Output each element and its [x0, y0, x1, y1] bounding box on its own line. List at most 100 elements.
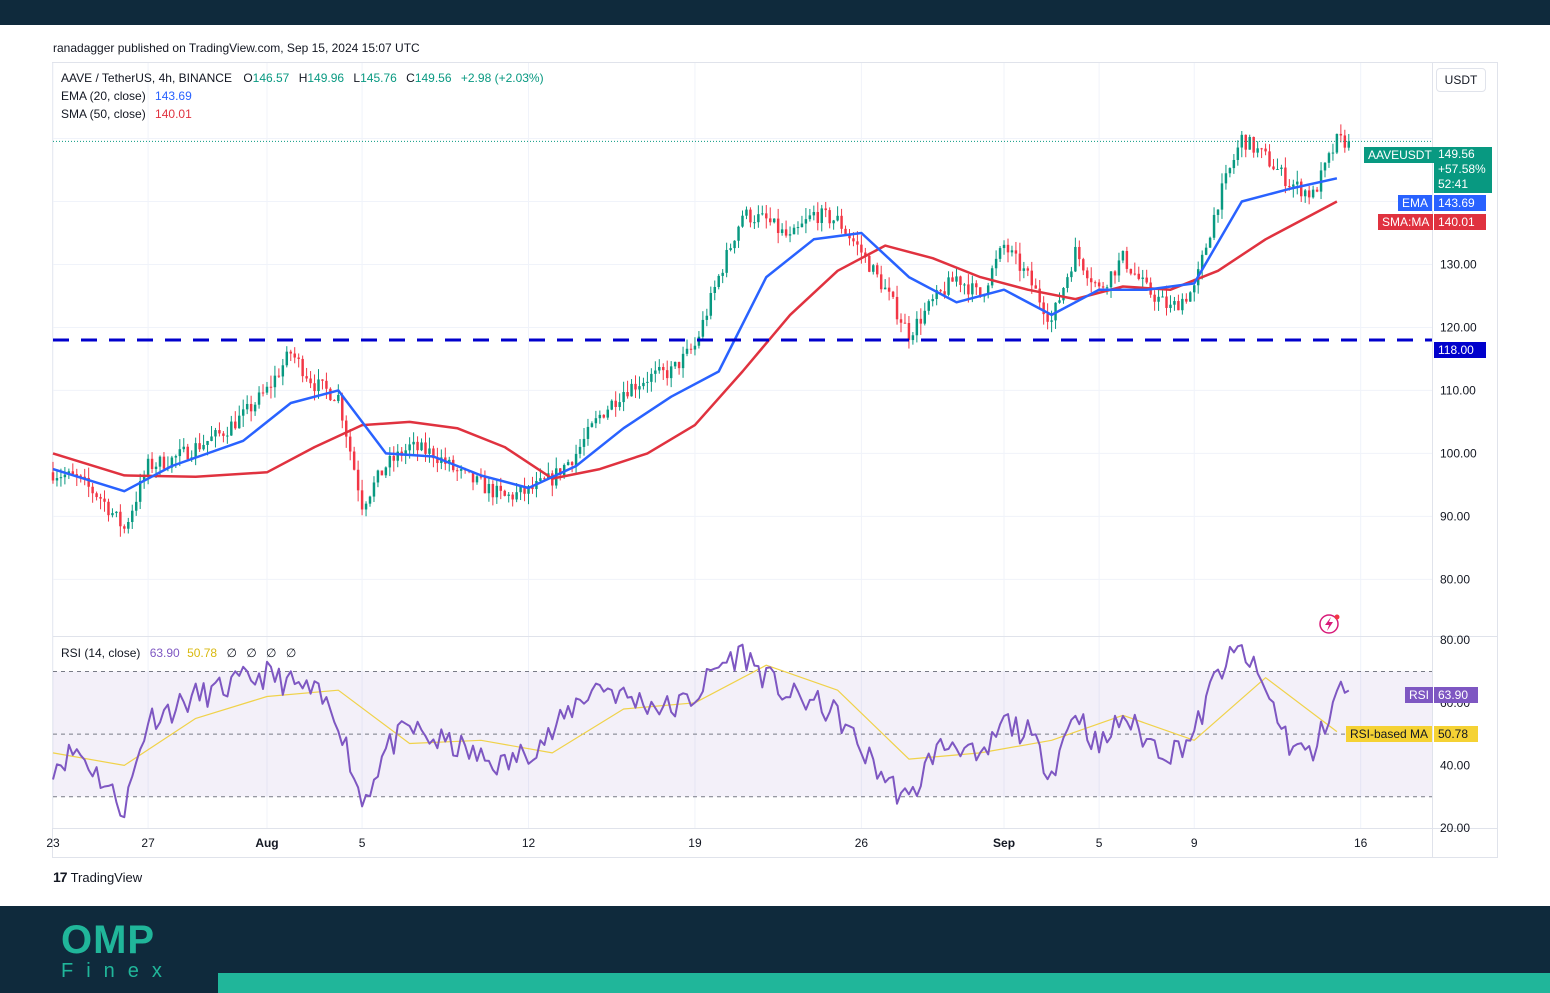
candle-body — [515, 492, 518, 500]
candle-body — [305, 376, 308, 379]
candle-body — [1105, 287, 1109, 289]
accent-bar — [218, 973, 1550, 993]
time-tick-label: 27 — [141, 836, 155, 850]
candle-body — [669, 366, 673, 379]
candle-body — [317, 379, 320, 392]
candle-body — [475, 476, 479, 483]
candle-body — [154, 466, 158, 470]
candle-body — [646, 381, 649, 383]
candle-body — [210, 436, 213, 441]
candle-body — [784, 229, 788, 236]
rsi-name-tag: RSI — [1405, 687, 1434, 703]
candle-body — [380, 470, 384, 476]
candle-body — [1042, 302, 1045, 315]
candle-body — [273, 375, 277, 388]
candle-body — [967, 284, 970, 295]
price-tick-label: 120.00 — [1440, 320, 1477, 334]
candle-body — [1022, 268, 1026, 271]
candle-body — [872, 265, 875, 272]
candle-body — [1315, 189, 1319, 192]
candle-body — [574, 453, 578, 466]
candle-body — [689, 348, 693, 350]
legend-sma-row[interactable]: SMA (50, close) 140.01 — [61, 107, 192, 121]
candle-body — [753, 222, 756, 224]
candle-body — [1046, 314, 1049, 322]
candle-body — [705, 315, 709, 320]
candle-body — [765, 213, 768, 219]
candle-body — [1117, 260, 1121, 276]
candle-body — [665, 370, 669, 379]
last-price-pct: +57.58% — [1438, 162, 1486, 176]
candle-body — [123, 526, 126, 529]
candle-body — [1062, 287, 1065, 301]
candle-body — [562, 465, 566, 476]
candle-body — [1097, 282, 1101, 287]
candle-body — [780, 229, 784, 234]
candle-body — [234, 421, 237, 429]
candle-body — [428, 448, 431, 454]
legend-sma-value: 140.01 — [155, 107, 192, 121]
candle-body — [416, 441, 419, 451]
candle-body — [951, 277, 954, 282]
sma-value-tag: 140.01 — [1434, 214, 1486, 230]
candle-body — [1121, 250, 1125, 261]
finex-logo: Finex — [61, 960, 175, 982]
candle-body — [1066, 277, 1069, 288]
candle-body — [325, 380, 328, 389]
candle-body — [412, 441, 415, 445]
candle-body — [103, 498, 106, 502]
candle-body — [131, 510, 134, 523]
candle-body — [836, 215, 839, 221]
candle-body — [1034, 285, 1037, 289]
candle-body — [959, 276, 962, 285]
candle-body — [1153, 294, 1156, 302]
candle-body — [245, 403, 249, 410]
candle-body — [1272, 166, 1275, 170]
candle-body — [1101, 286, 1105, 288]
candle-body — [170, 457, 174, 468]
candle-body — [745, 209, 748, 216]
candle-body — [479, 476, 483, 478]
candle-body — [883, 287, 887, 290]
alert-bolt-icon — [1319, 614, 1339, 634]
legend-high-label: H — [298, 71, 308, 85]
candle-body — [725, 249, 728, 273]
candle-body — [531, 486, 534, 490]
candle-body — [820, 208, 823, 223]
candle-body — [1276, 168, 1279, 170]
candle-body — [1070, 271, 1073, 278]
candle-body — [162, 456, 166, 469]
candle-body — [206, 440, 209, 445]
legend-rsi-ma-value: 50.78 — [187, 646, 218, 660]
legend-rsi-row[interactable]: RSI (14, close) 63.90 50.78 ∅ ∅ ∅ ∅ — [61, 646, 296, 660]
candle-body — [420, 442, 423, 451]
candle-body — [1082, 259, 1085, 271]
currency-button[interactable]: USDT — [1436, 68, 1486, 92]
candle-body — [111, 513, 114, 516]
candle-body — [733, 240, 736, 249]
time-tick-label: 26 — [855, 836, 869, 850]
candle-body — [333, 400, 336, 402]
candle-body — [186, 446, 189, 460]
candle-body — [824, 208, 827, 211]
last-price-tag: 149.56 +57.58% 52:41 — [1434, 147, 1492, 193]
legend-open-value: 146.57 — [252, 71, 290, 85]
candle-body — [749, 209, 752, 223]
candle-body — [868, 255, 871, 272]
candle-body — [788, 234, 792, 236]
candle-body — [59, 477, 63, 479]
legend-symbol[interactable]: AAVE / TetherUS, 4h, BINANCE — [61, 71, 232, 85]
candle-body — [772, 218, 776, 223]
candle-body — [71, 471, 75, 475]
candle-body — [226, 435, 229, 437]
legend-ema-row[interactable]: EMA (20, close) 143.69 — [61, 89, 192, 103]
candle-body — [701, 319, 705, 337]
candle-body — [313, 383, 316, 392]
candle-body — [337, 395, 340, 402]
candle-body — [455, 470, 459, 472]
tradingview-brand[interactable]: 17 TradingView — [53, 869, 142, 885]
candle-body — [848, 233, 851, 239]
candle-body — [1038, 288, 1041, 303]
candle-body — [1169, 304, 1172, 308]
